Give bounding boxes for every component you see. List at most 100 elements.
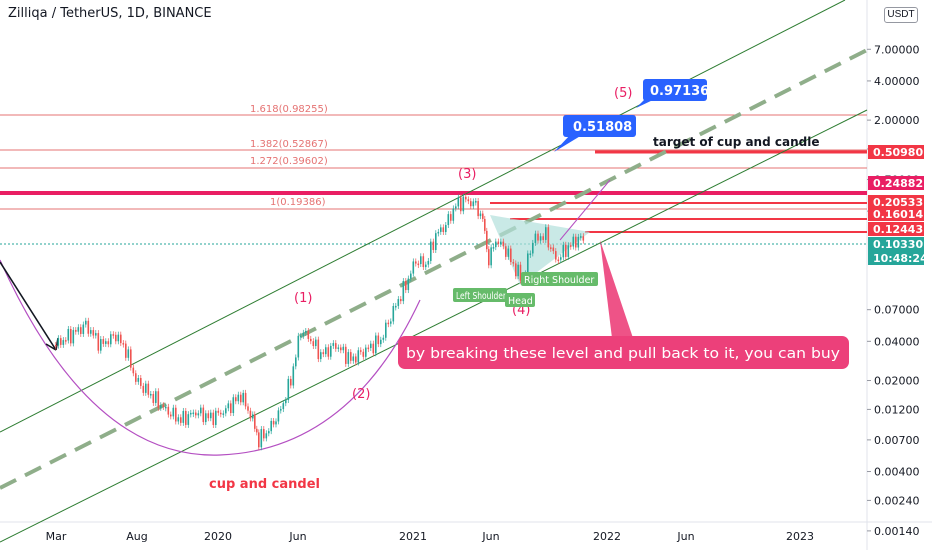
candle [527,253,529,274]
candle [270,420,272,432]
candle [440,227,442,232]
pattern-label-head: Head [508,296,533,307]
candle [227,403,230,409]
candle [445,225,447,233]
candle [482,213,484,219]
candle [157,391,160,408]
candle [417,263,420,266]
fib-label: 1.272(0.39602) [250,156,328,167]
candle [432,241,435,251]
candle [165,406,167,409]
time-axis[interactable]: Mar Aug 2020 Jun 2021 Jun 2022 Jun 2023 [46,530,814,543]
price-axis[interactable]: 7.000004.000002.000001.200000.700000.400… [867,43,920,538]
callout-pointer-icon [554,135,582,152]
candle [529,253,532,255]
pattern-label-bg [453,288,507,302]
candle [400,299,402,302]
candle [420,256,422,265]
candle [80,327,82,334]
wave-label: (2) [352,387,370,402]
candle [235,397,237,402]
candle [82,324,85,334]
candle [200,407,202,414]
candle [185,410,187,425]
candle [402,281,405,302]
candle [225,408,227,414]
candle [490,247,492,266]
candle [192,412,195,415]
buy-note-bg [398,336,849,369]
candle [387,322,390,325]
candle [300,335,302,338]
price-tick-label: 0.00400 [874,466,920,479]
wave-label: (5) [614,86,632,101]
candle [510,248,512,263]
candle [407,278,410,291]
candle [390,321,392,324]
candle [217,410,220,413]
candle [150,393,152,396]
candle [502,241,505,247]
candle [182,410,185,423]
fib-label: 1(0.19386) [270,197,326,208]
candle [365,347,367,357]
candle [547,227,550,248]
candle [397,299,400,306]
candle [405,281,407,291]
candle [312,341,315,347]
fib-label: 1.618(0.98255) [250,104,328,115]
cup-annotation: cup and candel [209,477,320,492]
candle [495,241,497,248]
price-tag-bg [868,176,924,190]
candle [195,412,197,416]
candle [350,352,352,361]
candle [222,413,225,415]
candle [75,330,77,332]
candle [332,343,335,346]
candle [507,248,510,257]
candle [345,346,347,364]
candle [425,264,427,268]
candle [442,227,445,233]
candle [160,405,162,408]
candle [327,347,330,357]
time-tick-label: Mar [46,530,67,543]
candle [532,242,534,254]
candle [575,236,577,248]
candle [280,409,282,411]
candle [305,331,307,333]
candle [452,208,455,221]
candle [120,334,122,344]
candle [252,414,254,419]
candle [207,413,210,419]
currency-badge[interactable]: USDT [884,7,918,23]
candle [190,412,192,415]
candle [187,414,190,425]
candle [197,413,200,416]
candle [577,236,580,248]
candle [60,338,62,345]
candle [230,403,232,414]
candle [155,391,157,403]
candle [65,340,67,342]
candle [260,429,263,448]
callout-051808: 0.51808 [573,120,632,135]
candle [147,383,150,395]
candle [72,330,75,344]
candle [277,410,280,422]
candle [307,331,310,339]
candle [534,233,537,243]
candle [467,199,470,202]
candle [410,273,412,279]
candle [125,343,127,358]
candle [77,327,80,332]
candle [258,432,260,448]
candle [212,412,215,425]
callout-bg [643,79,707,101]
candle [472,201,475,207]
candle [565,244,567,257]
candle [382,337,385,340]
arrow-line [0,261,57,351]
candle [337,347,340,349]
candle [263,429,265,439]
